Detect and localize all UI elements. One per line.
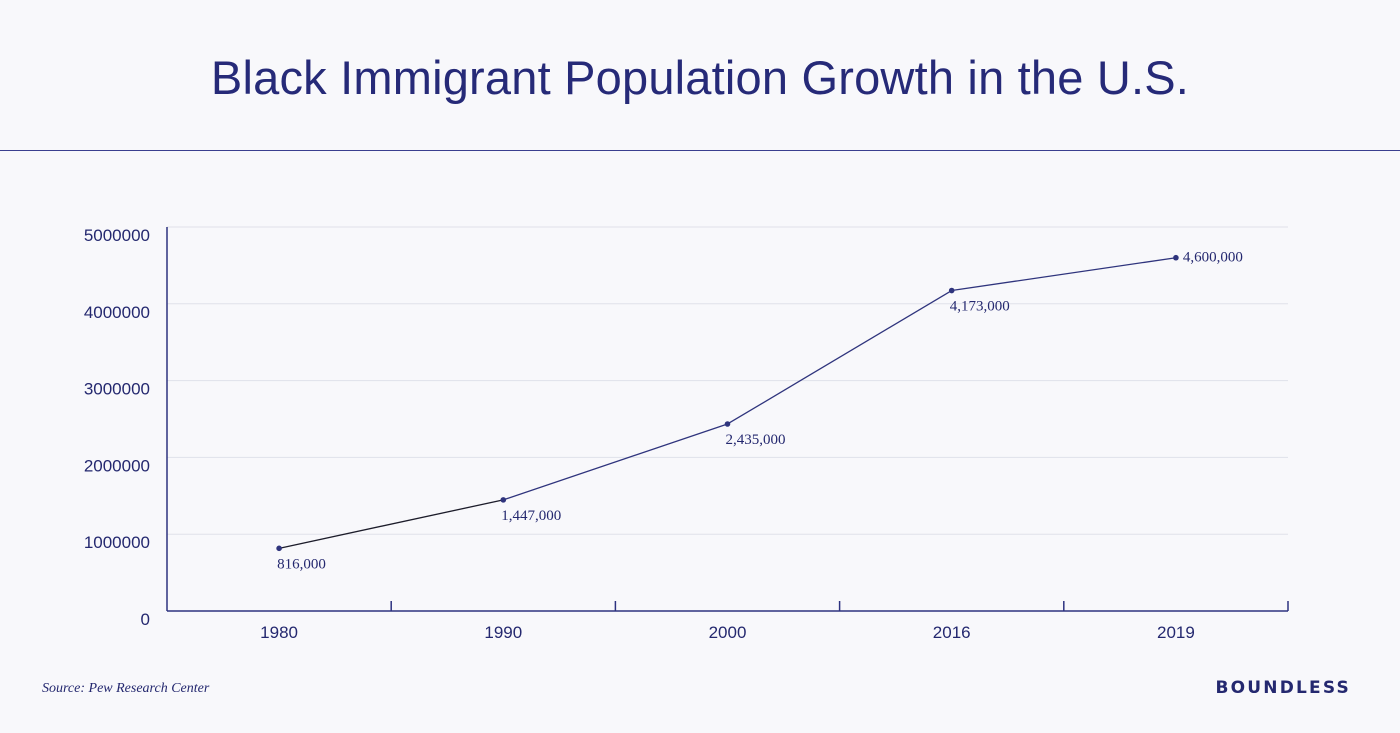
y-tick-label: 2000000 (84, 456, 150, 475)
series-line-segment (503, 423, 728, 501)
data-label: 4,173,000 (950, 299, 1010, 315)
brand-logo: BOUNDLESS (1215, 678, 1351, 698)
data-point (948, 287, 955, 294)
x-tick-label: 2019 (1157, 623, 1195, 642)
y-tick-label: 0 (141, 610, 150, 629)
data-point (276, 545, 282, 552)
series-line-segment (278, 499, 504, 549)
data-label: 1,447,000 (501, 508, 561, 524)
x-tick-label: 2016 (933, 623, 971, 642)
data-point (724, 421, 731, 427)
data-point (500, 497, 507, 503)
source-note: Source: Pew Research Center (42, 681, 210, 696)
data-point (1173, 254, 1179, 261)
data-label: 2,435,000 (726, 432, 786, 448)
y-tick-label: 4000000 (84, 303, 150, 322)
y-tick-label: 5000000 (84, 226, 150, 245)
series-line-segment (727, 289, 953, 425)
data-label: 4,600,000 (1183, 250, 1243, 266)
y-tick-label: 3000000 (84, 380, 150, 399)
header-section: Black Immigrant Population Growth in the… (0, 0, 1400, 151)
page-title: Black Immigrant Population Growth in the… (210, 51, 1190, 104)
data-label: 816,000 (277, 556, 326, 572)
y-tick-label: 1000000 (84, 533, 150, 552)
x-tick-label: 1990 (484, 623, 522, 642)
series-line-segment (951, 257, 1176, 292)
x-tick-label: 2000 (709, 623, 747, 642)
x-tick-label: 1980 (260, 623, 298, 642)
